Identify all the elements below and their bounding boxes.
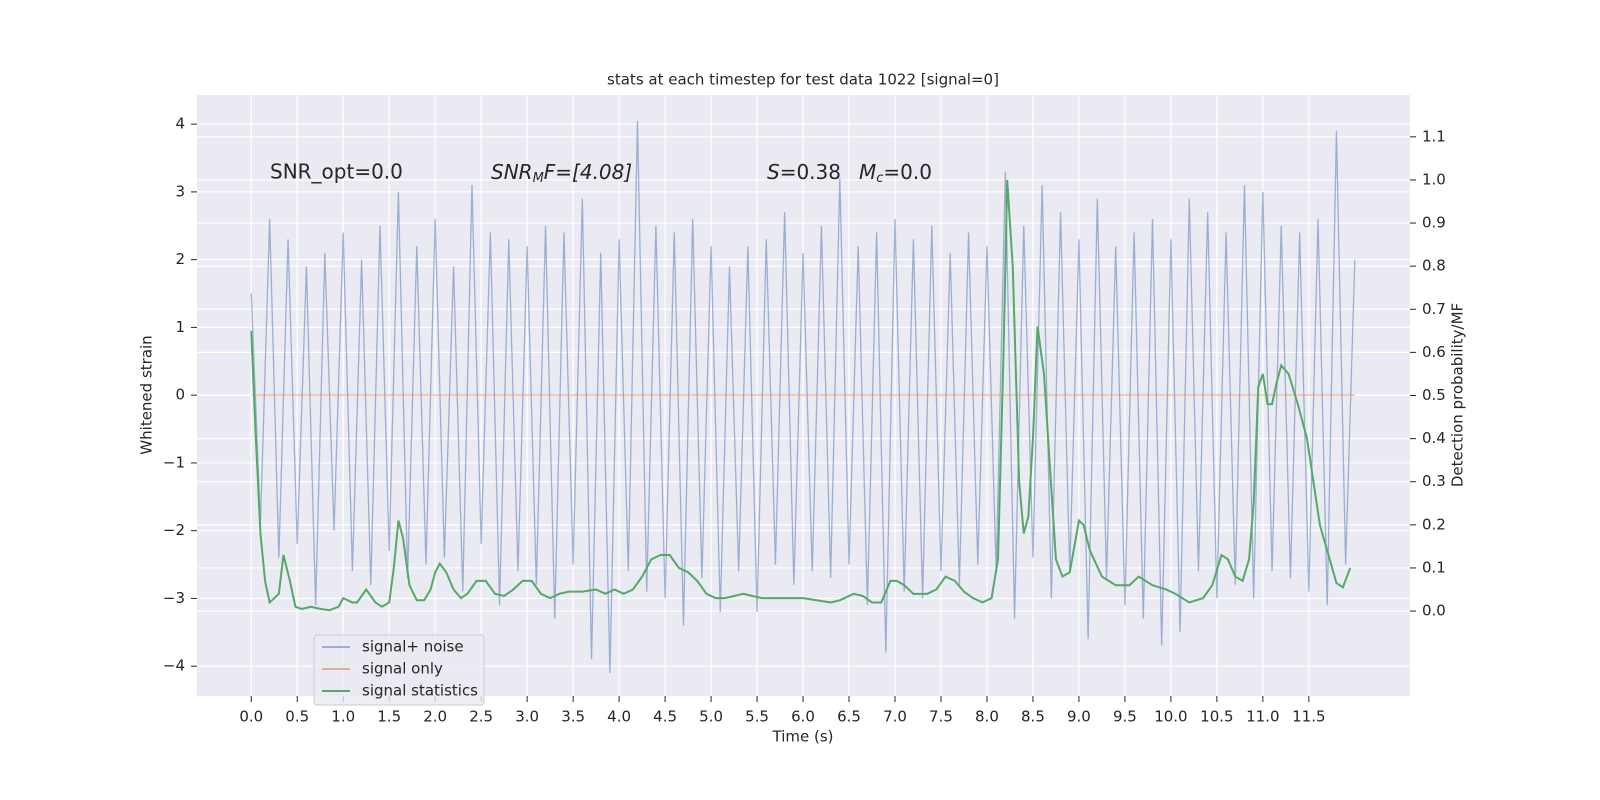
- x-tick-label: 5.5: [745, 708, 769, 726]
- x-tick-label: 8.0: [975, 708, 999, 726]
- x-tick-label: 3.5: [561, 708, 585, 726]
- x-tick-label: 10.5: [1200, 708, 1233, 726]
- y2-tick-label: 1.1: [1422, 127, 1446, 145]
- annotation: SNRMF=[4.08]: [491, 160, 632, 186]
- x-tick-label: 2.0: [423, 708, 447, 726]
- line-series: [250, 179, 1352, 612]
- y-tick-label: 0: [175, 386, 185, 404]
- x-tick-label: 1.5: [377, 708, 401, 726]
- legend-label: signal+ noise: [362, 638, 464, 656]
- y2-tick-label: 1.0: [1422, 170, 1446, 188]
- x-tick-label: 2.5: [469, 708, 493, 726]
- legend-box: [313, 634, 485, 706]
- y-tick-label: −4: [163, 657, 185, 675]
- y2-tick-label: 0.4: [1422, 429, 1446, 447]
- x-tick-label: 5.0: [699, 708, 723, 726]
- annotation-part: M: [533, 171, 544, 186]
- x-tick-label: 11.5: [1292, 708, 1325, 726]
- x-tick-label: 11.0: [1246, 708, 1279, 726]
- legend-label: signal statistics: [362, 682, 478, 700]
- y-tick-label: −1: [163, 453, 185, 471]
- annotation-part: =0.0: [883, 160, 932, 184]
- y2-tick-label: 0.8: [1422, 257, 1446, 275]
- y-axis-label: Whitened strain: [138, 335, 156, 454]
- annotation-part: S: [767, 160, 780, 184]
- x-tick-label: 6.0: [791, 708, 815, 726]
- y2-tick-label: 0.9: [1422, 214, 1446, 232]
- x-tick-label: 0.5: [285, 708, 309, 726]
- x-tick-label: 6.5: [837, 708, 861, 726]
- x-tick-label: 4.0: [607, 708, 631, 726]
- annotation-part: M: [859, 160, 876, 184]
- y2-tick-label: 0.0: [1422, 602, 1446, 620]
- y2-tick-label: 0.3: [1422, 472, 1446, 490]
- chart-title: stats at each timestep for test data 102…: [607, 71, 999, 89]
- annotation-part: SNR: [491, 160, 533, 184]
- x-tick-label: 0.0: [239, 708, 263, 726]
- y-tick-label: 4: [175, 115, 185, 133]
- y2-tick-label: 0.6: [1422, 343, 1446, 361]
- line-series: [250, 120, 1356, 673]
- y2-tick-label: 0.5: [1422, 386, 1446, 404]
- x-tick-label: 4.5: [653, 708, 677, 726]
- y2-tick-label: 0.7: [1422, 300, 1446, 318]
- annotation: S=0.38: [767, 160, 841, 184]
- annotation-part: c: [876, 171, 883, 186]
- y2-axis-label: Detection probability/MF: [1449, 303, 1467, 487]
- annotation-part: =0.38: [780, 160, 841, 184]
- y2-tick-label: 0.2: [1422, 515, 1446, 533]
- x-tick-label: 9.5: [1113, 708, 1137, 726]
- y-tick-label: 1: [175, 318, 185, 336]
- y2-tick-label: 0.1: [1422, 558, 1446, 576]
- x-tick-label: 1.0: [331, 708, 355, 726]
- y-tick-label: 3: [175, 182, 185, 200]
- y-tick-label: 2: [175, 250, 185, 268]
- annotation-part: F=[4.08]: [544, 160, 632, 184]
- x-tick-label: 7.0: [883, 708, 907, 726]
- annotation: Mc=0.0: [859, 160, 932, 186]
- x-axis-label: Time (s): [772, 728, 834, 746]
- y-tick-label: −2: [163, 521, 185, 539]
- x-tick-label: 7.5: [929, 708, 953, 726]
- x-tick-label: 9.0: [1067, 708, 1091, 726]
- x-tick-label: 10.0: [1154, 708, 1187, 726]
- x-tick-label: 3.0: [515, 708, 539, 726]
- legend-label: signal only: [362, 660, 443, 678]
- y-tick-label: −3: [163, 589, 185, 607]
- annotation: SNR_opt=0.0: [270, 160, 403, 184]
- x-tick-label: 8.5: [1021, 708, 1045, 726]
